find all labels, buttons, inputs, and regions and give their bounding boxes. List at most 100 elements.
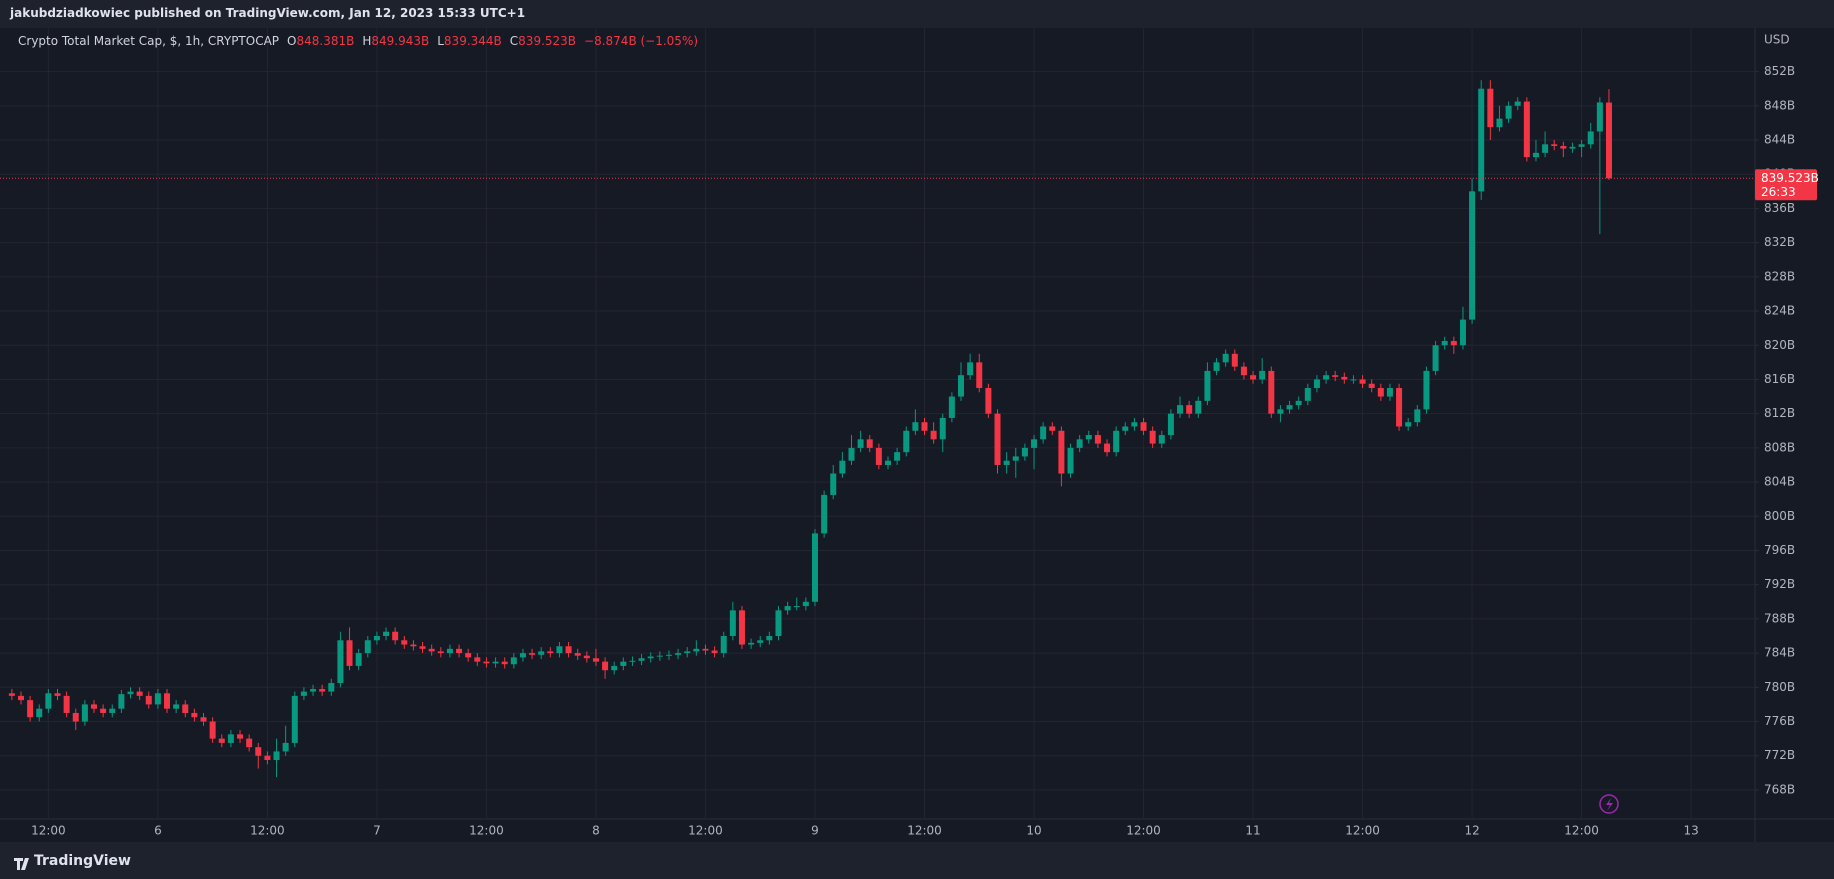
candle-body xyxy=(967,362,974,376)
legend: Crypto Total Market Cap, $, 1h, CRYPTOCA… xyxy=(18,34,698,48)
candle-body xyxy=(8,693,15,696)
candle-body xyxy=(684,651,691,654)
candle-body xyxy=(1003,460,1010,465)
x-tick-label: 12:00 xyxy=(469,824,504,838)
candle-body xyxy=(793,606,800,608)
candle-body xyxy=(1113,430,1120,453)
y-tick-label: 780B xyxy=(1764,680,1795,694)
candle-body xyxy=(620,661,627,666)
candle-body xyxy=(720,636,727,654)
candle-body xyxy=(1313,379,1320,389)
candle-body xyxy=(994,413,1001,465)
event-icon[interactable] xyxy=(1599,794,1619,814)
candle-body xyxy=(1058,430,1065,474)
candle-body xyxy=(1240,366,1247,376)
candle-body xyxy=(191,712,198,718)
x-tick-label: 12:00 xyxy=(1126,824,1161,838)
candle-body xyxy=(1094,435,1101,444)
candle-body xyxy=(1158,435,1165,444)
candle-body xyxy=(1104,443,1111,453)
y-tick-label: 820B xyxy=(1764,338,1795,352)
x-tick-label: 10 xyxy=(1026,824,1041,838)
candle-body xyxy=(602,661,609,671)
x-tick-label: 12:00 xyxy=(688,824,723,838)
x-tick-label: 12 xyxy=(1464,824,1479,838)
candle-body xyxy=(1277,409,1284,414)
candle-body xyxy=(1423,370,1430,410)
candle-body xyxy=(200,717,207,722)
candle-body xyxy=(748,642,755,645)
candle-body xyxy=(300,691,307,696)
candle-body xyxy=(802,601,809,607)
candle-body xyxy=(656,655,663,657)
candle-body xyxy=(1469,191,1476,320)
candle-body xyxy=(1195,400,1202,414)
candle-body xyxy=(355,653,362,666)
candle-body xyxy=(227,734,234,743)
candle-body xyxy=(1149,430,1156,444)
candle-body xyxy=(757,640,764,643)
y-tick-label: 812B xyxy=(1764,406,1795,420)
candle-body xyxy=(109,708,116,713)
y-tick-label: 824B xyxy=(1764,304,1795,318)
candle-body xyxy=(419,646,426,649)
publisher-line: jakubdziadkowiec published on TradingVie… xyxy=(10,6,526,20)
candle-body xyxy=(81,704,88,722)
candle-body xyxy=(346,640,353,666)
candle-body xyxy=(1359,379,1366,384)
candle-body xyxy=(1286,405,1293,410)
y-tick-label: 848B xyxy=(1764,98,1795,112)
x-tick-label: 13 xyxy=(1683,824,1698,838)
candle-body xyxy=(839,460,846,474)
candle-body xyxy=(1578,144,1585,147)
candle-body xyxy=(1377,388,1384,397)
candle-body xyxy=(1021,447,1028,457)
candle-body xyxy=(164,693,171,709)
y-tick-label: 832B xyxy=(1764,235,1795,249)
currency-label: USD xyxy=(1764,33,1790,47)
candle-body xyxy=(510,657,517,665)
candle-body xyxy=(1441,340,1448,346)
candle-body xyxy=(866,439,873,448)
candle-body xyxy=(1396,388,1403,427)
candle-body xyxy=(1514,101,1521,106)
candle-body xyxy=(1405,422,1412,427)
candle-body xyxy=(118,694,125,709)
candle-body xyxy=(1496,118,1503,128)
legend-value: 849.943B xyxy=(371,34,430,48)
candle-body xyxy=(1414,409,1421,423)
candle-body xyxy=(1076,439,1083,448)
x-tick-label: 12:00 xyxy=(1564,824,1599,838)
candle-body xyxy=(255,747,262,756)
symbol-title: Crypto Total Market Cap, $, 1h, CRYPTOCA… xyxy=(18,34,280,48)
candle-body xyxy=(27,700,34,718)
candle-body xyxy=(1268,370,1275,414)
candle-body xyxy=(976,362,983,389)
candle-body xyxy=(136,691,143,696)
y-tick-label: 804B xyxy=(1764,475,1795,489)
y-tick-label: 792B xyxy=(1764,577,1795,591)
candle-body xyxy=(1368,383,1375,389)
candle-body xyxy=(574,653,581,656)
legend-value: 848.381B xyxy=(296,34,355,48)
legend-change: −8.874B (−1.05%) xyxy=(584,34,699,48)
x-tick-label: 11 xyxy=(1245,824,1260,838)
candle-body xyxy=(875,447,882,465)
legend-value: 839.523B xyxy=(518,34,577,48)
candle-body xyxy=(1295,400,1302,406)
candle-body xyxy=(848,447,855,461)
candle-body xyxy=(17,695,24,701)
candle-body xyxy=(1478,88,1485,192)
candle-body xyxy=(1049,426,1056,431)
candle-body xyxy=(127,691,134,695)
countdown: 26:33 xyxy=(1761,185,1796,199)
candle-body xyxy=(1587,131,1594,145)
candle-body xyxy=(921,422,928,431)
candle-body xyxy=(437,651,444,654)
candle-body xyxy=(182,704,189,713)
candle-body xyxy=(583,655,590,659)
x-tick-label: 12:00 xyxy=(31,824,66,838)
candle-body xyxy=(501,661,508,665)
x-tick-label: 9 xyxy=(811,824,819,838)
candle-body xyxy=(319,689,326,692)
